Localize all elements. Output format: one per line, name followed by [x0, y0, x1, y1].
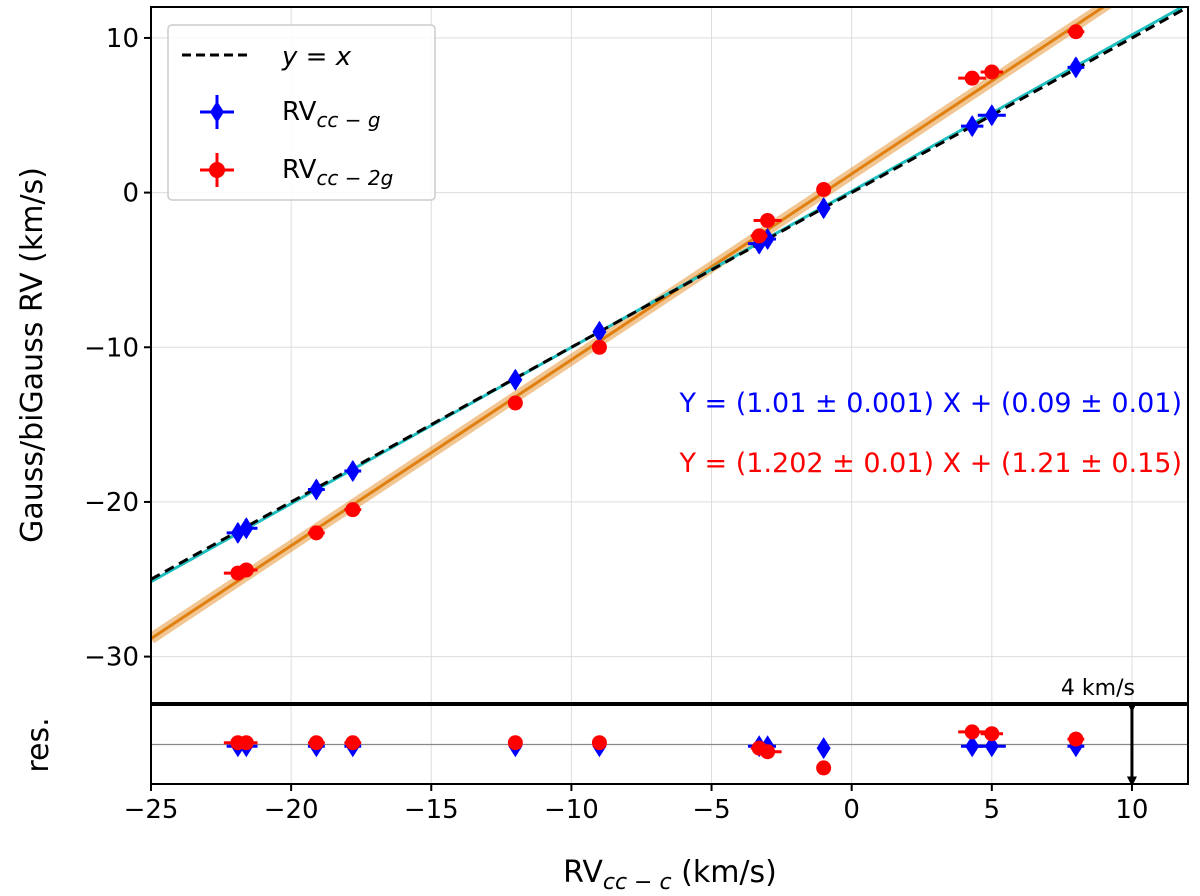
- blue-point: [239, 517, 254, 540]
- red-point: [238, 562, 254, 578]
- y-axis-label: Gauss/biGauss RV (km/s): [15, 167, 50, 543]
- x-tick-label: 5: [984, 795, 1001, 825]
- x-tick-label: −15: [404, 795, 459, 825]
- legend-red-swatch: [200, 153, 234, 187]
- residual-points: [223, 724, 1085, 776]
- x-axis-label-sub: cc − c: [603, 870, 672, 895]
- x-tick-label: −20: [264, 795, 319, 825]
- x-tick-label: −5: [692, 795, 730, 825]
- legend: y = x RVcc − g RVcc − 2g: [167, 24, 436, 201]
- fit-annotation-blue: Y = (1.01 ± 0.001) X + (0.09 ± 0.01): [678, 388, 1182, 419]
- blue-res-point: [816, 737, 831, 760]
- blue-point: [345, 460, 360, 482]
- red-point: [760, 212, 776, 228]
- fit-line-red: [151, 7, 1106, 640]
- red-res-point: [964, 724, 980, 740]
- x-axis-label: RVcc − c (km/s): [563, 855, 777, 895]
- legend-identity-label: y = x: [281, 42, 352, 72]
- blue-point: [816, 197, 831, 220]
- tick-labels: −25 −20 −15 −10 −5 0 5 10 −30 −20 −10 0 10: [84, 24, 1148, 825]
- residual-grid: [150, 705, 1188, 784]
- blue-point: [592, 320, 607, 343]
- red-point: [1068, 24, 1084, 40]
- red-point: [308, 525, 324, 541]
- legend-red-label: RVcc − 2g: [282, 155, 393, 190]
- red-point: [816, 182, 832, 198]
- red-res-point: [308, 735, 324, 751]
- red-res-point: [760, 744, 776, 760]
- legend-blue-label: RVcc − g: [282, 97, 381, 132]
- legend-blue-label-main: RV: [282, 97, 317, 127]
- main-panel-frame: [150, 6, 1189, 704]
- red-res-point: [345, 735, 361, 751]
- x-tick-label: 0: [843, 795, 860, 825]
- red-point: [345, 502, 361, 518]
- red-point: [507, 395, 523, 411]
- y-tick-label: −10: [84, 333, 139, 363]
- identity-line: [151, 7, 1188, 581]
- legend-blue-swatch: [200, 95, 234, 129]
- blue-point: [508, 368, 523, 391]
- residual-y-label: res.: [21, 717, 56, 772]
- main-points: [223, 24, 1085, 581]
- residual-panel-frame: [150, 704, 1189, 785]
- x-tick-label: −25: [124, 795, 179, 825]
- red-point: [751, 228, 767, 244]
- blue-point: [965, 115, 980, 138]
- blue-point: [1068, 56, 1083, 79]
- red-res-point: [591, 735, 607, 751]
- y-tick-label: −30: [84, 643, 139, 673]
- red-point: [984, 64, 1000, 80]
- legend-blue-label-sub: cc − g: [316, 108, 380, 132]
- red-res-point: [1068, 731, 1084, 747]
- x-axis-label-main: RV: [563, 855, 603, 890]
- x-tick-label: −10: [544, 795, 599, 825]
- red-res-point: [984, 726, 1000, 742]
- main-lines: [151, 7, 1188, 644]
- blue-point: [984, 104, 999, 127]
- y-tick-label: 0: [122, 179, 139, 209]
- blue-res-point: [965, 735, 980, 758]
- red-point: [964, 70, 980, 86]
- x-tick-label: 10: [1115, 795, 1148, 825]
- red-res-point: [816, 760, 832, 776]
- legend-red-label-main: RV: [282, 155, 317, 185]
- residual-scale: 4 km/s: [1061, 676, 1137, 787]
- blue-point: [309, 478, 324, 501]
- blue-res-point: [984, 735, 999, 758]
- legend-box: [167, 24, 436, 201]
- x-axis-label-unit: (km/s): [672, 855, 777, 890]
- y-tick-label: 10: [106, 24, 139, 54]
- residual-scale-label: 4 km/s: [1061, 676, 1135, 701]
- legend-red-label-sub: cc − 2g: [316, 166, 393, 190]
- red-res-point: [507, 735, 523, 751]
- y-tick-label: −20: [84, 488, 139, 518]
- fit-annotation-red: Y = (1.202 ± 0.01) X + (1.21 ± 0.15): [678, 448, 1182, 479]
- red-point: [591, 339, 607, 355]
- red-res-point: [238, 735, 254, 751]
